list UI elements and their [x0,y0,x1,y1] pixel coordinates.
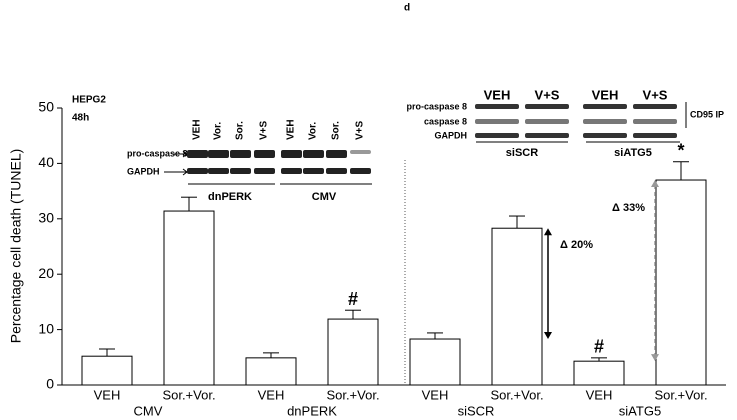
delta-label: Δ 33% [612,202,645,214]
blot-group: dnPERK [208,191,252,203]
lane-label: VEH [192,119,203,140]
blot-band [230,150,251,158]
ip-label: CD95 IP [690,109,724,119]
bar [655,179,707,386]
blot-band [350,150,371,154]
x-tick-label: VEH [422,387,449,402]
blot-band [525,133,569,138]
group-label: dnPERK [287,403,337,418]
lane-label: VEH [592,87,619,102]
x-tick-label: Sor.+Vor. [162,387,215,402]
blot-band [281,150,302,158]
blot-band [475,119,519,124]
delta-label: Δ 20% [560,239,593,251]
group-label: siATG5 [619,403,661,418]
bar [573,360,625,386]
x-tick-label: VEH [586,387,613,402]
blot-band [350,168,371,174]
blot-band [583,104,627,109]
blot-band [475,104,519,109]
lane-label: VEH [286,119,297,140]
y-axis-label: Percentage cell death (TUNEL) [8,149,24,344]
blot-group: siSCR [506,147,538,159]
blot-band [208,168,229,174]
blot-group: CMV [312,191,337,203]
lane-label: V+S [259,120,270,140]
blot-band [187,168,208,174]
blot-band [187,150,208,158]
lane-label: V+S [643,87,668,102]
lane-label: Vor. [308,122,319,140]
y-tick-label: 10 [38,320,54,336]
bar [327,318,379,386]
bar [81,355,133,386]
y-tick-label: 40 [38,154,54,170]
blot-band [230,168,251,174]
x-tick-label: Sor.+Vor. [654,387,707,402]
blot-group: siATG5 [614,147,652,159]
blot-band [254,168,275,174]
blot-band [633,104,677,109]
bar [491,227,543,386]
blot-band [303,168,324,174]
row-label: pro-caspase 8 [406,101,467,111]
x-tick-label: Sor.+Vor. [490,387,543,402]
blot-band [326,168,347,174]
lane-label: VEH [484,87,511,102]
x-tick-label: Sor.+Vor. [326,387,379,402]
y-tick-label: 50 [38,99,54,115]
x-tick-label: VEH [94,387,121,402]
lane-label: V+S [355,120,366,140]
lane-label: V+S [535,87,560,102]
blot-band [583,119,627,124]
y-tick-label: 20 [38,265,54,281]
row-arrow [164,168,188,176]
lane-label: Sor. [331,121,342,140]
chart-title: d [404,3,410,14]
blot-band [633,119,677,124]
blot-band [326,150,347,158]
group-label: CMV [134,403,163,418]
lane-label: Sor. [235,121,246,140]
bar [409,338,461,386]
group-label: siSCR [458,403,495,418]
blot-band [303,150,324,158]
cell-line: HEPG2 [72,95,106,106]
bar [163,210,215,386]
row-label: pro-caspase 8 [127,148,188,158]
blot-band [583,133,627,138]
significance-mark: * [677,140,684,160]
y-tick-label: 0 [46,376,54,392]
y-tick-label: 30 [38,210,54,226]
significance-mark: # [348,289,358,309]
blot-band [475,133,519,138]
blot-band [254,150,275,158]
blot-band [525,104,569,109]
row-label: GAPDH [434,130,467,140]
bar [245,357,297,386]
blot-band [525,119,569,124]
lane-label: Vor. [213,122,224,140]
row-label: caspase 8 [424,116,467,126]
x-tick-label: VEH [258,387,285,402]
blot-band [633,133,677,138]
time-label: 48h [72,113,89,124]
significance-mark: # [594,337,604,357]
row-label: GAPDH [127,166,160,176]
blot-band [281,168,302,174]
blot-band [208,150,229,158]
